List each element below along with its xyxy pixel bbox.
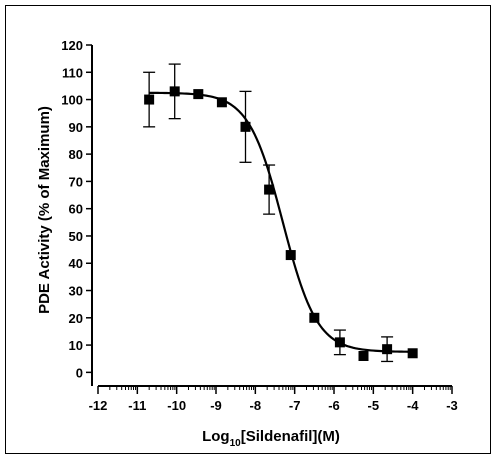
x-axis-title: Log10[Sildenafil](M) xyxy=(202,428,340,449)
axes xyxy=(86,44,453,394)
x-tick-label: -10 xyxy=(167,398,186,413)
data-point xyxy=(144,94,155,105)
x-tick-label: -9 xyxy=(210,398,222,413)
y-tick-label: 0 xyxy=(76,365,83,380)
y-tick-label: 100 xyxy=(61,93,83,108)
y-tick-label: 10 xyxy=(69,338,83,353)
data-point xyxy=(407,348,418,359)
y-tick-label: 110 xyxy=(62,65,83,80)
tick-labels: 0 10 20 30 40 50 60 70 80 90 100 110 120 -12 -11 -10 -9 -… xyxy=(61,38,457,413)
data-point xyxy=(216,97,227,108)
y-tick-label: 80 xyxy=(69,147,83,162)
y-tick-label: 70 xyxy=(69,174,83,189)
data-point xyxy=(285,250,296,261)
y-tick-label: 60 xyxy=(69,202,83,217)
fit-curve xyxy=(149,91,413,353)
y-tick-label: 90 xyxy=(69,120,83,135)
x-tick-label: -6 xyxy=(328,398,340,413)
fit-curve-group xyxy=(149,91,413,353)
y-tick-label: 50 xyxy=(69,229,83,244)
data-point xyxy=(240,121,251,132)
data-point xyxy=(169,86,180,97)
error-bars xyxy=(143,63,394,363)
x-axis-title-prefix: Log xyxy=(202,428,230,445)
y-tick-label: 30 xyxy=(69,284,83,299)
x-tick-label: -4 xyxy=(407,398,419,413)
data-point xyxy=(264,184,275,195)
data-point xyxy=(358,350,369,361)
x-axis-title-suffix: [Sildenafil](M) xyxy=(241,428,340,445)
x-tick-label: -7 xyxy=(289,398,301,413)
data-point xyxy=(193,89,204,100)
data-point xyxy=(309,312,320,323)
x-tick-label: -5 xyxy=(368,398,380,413)
x-axis-title-subscript: 10 xyxy=(230,438,242,449)
x-tick-label: -8 xyxy=(250,398,262,413)
data-point xyxy=(334,337,345,348)
y-tick-label: 40 xyxy=(69,256,83,271)
data-point xyxy=(382,344,393,355)
x-tick-label: -12 xyxy=(89,398,108,413)
y-tick-label: 120 xyxy=(61,38,83,53)
x-tick-label: -3 xyxy=(446,398,458,413)
y-tick-label: 20 xyxy=(69,311,83,326)
chart-frame xyxy=(5,5,491,454)
data-points xyxy=(144,86,418,361)
y-axis-title: PDE Activity (% of Maximum) xyxy=(36,106,53,314)
x-tick-label: -11 xyxy=(128,398,146,413)
